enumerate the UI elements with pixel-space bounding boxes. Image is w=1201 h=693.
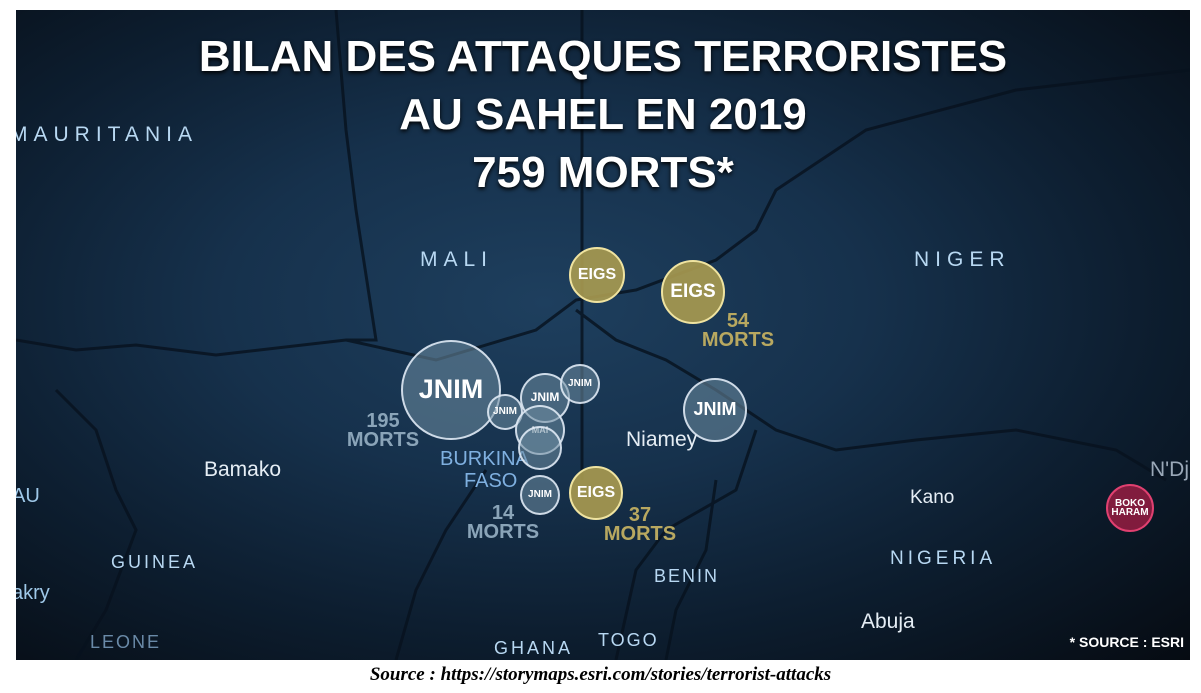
label-benin: BENIN	[654, 566, 720, 586]
bubble-boko: BOKO HARAM	[1106, 484, 1154, 532]
label-abuja: Abuja	[861, 610, 915, 633]
bubble-eigs: EIGS	[661, 260, 725, 324]
source-note: * SOURCE : ESRI	[1069, 634, 1184, 650]
country-borders	[16, 10, 1190, 660]
death-count: 37	[628, 504, 652, 526]
label-ndjamena-partial: N'Dj	[1150, 458, 1190, 481]
title-line-1: BILAN DES ATTAQUES TERRORISTES	[198, 32, 1008, 81]
label-mali: MALI	[420, 248, 494, 271]
label-faso: FASO	[464, 470, 518, 492]
label-conakry-partial: akry	[16, 582, 50, 604]
death-count: 54	[726, 310, 750, 332]
bubble-jnim: JNIM	[560, 364, 600, 404]
death-count-label: 54 MORTS	[688, 310, 788, 351]
label-guinea: GUINEA	[111, 552, 199, 572]
death-unit: MORTS	[603, 523, 677, 545]
death-count-label: 37 MORTS	[590, 504, 690, 545]
title-line-3: 759 MORTS*	[472, 148, 734, 197]
death-unit: MORTS	[466, 521, 540, 543]
bubble-eigs: EIGS	[569, 466, 623, 520]
label-ghana: GHANA	[494, 638, 574, 658]
label-niamey: Niamey	[626, 428, 698, 451]
sahel-map: BILAN DES ATTAQUES TERRORISTES AU SAHEL …	[16, 10, 1190, 660]
label-bamako: Bamako	[204, 458, 282, 481]
death-count: 195	[366, 410, 400, 432]
label-togo: TOGO	[598, 630, 659, 650]
death-count-label: 195 MORTS	[333, 410, 433, 451]
label-niger: NIGER	[914, 248, 1011, 271]
death-unit: MORTS	[701, 329, 775, 351]
bubble-jnim: JNIM	[401, 340, 501, 440]
bubble-eigs: EIGS	[569, 247, 625, 303]
bubble-jnim: JNIM	[683, 378, 747, 442]
death-unit: MORTS	[346, 429, 420, 451]
death-count-label: 14 MORTS	[453, 502, 553, 543]
death-count: 14	[491, 502, 515, 524]
bubble-jnim: JNIM	[520, 475, 560, 515]
bubble-jnim	[518, 426, 562, 470]
label-mauritania: MAURITANIA	[16, 123, 198, 146]
label-nigeria: NIGERIA	[890, 548, 997, 569]
caption-source: Source : https://storymaps.esri.com/stor…	[369, 664, 832, 685]
label-sierra-leone-partial: LEONE	[90, 632, 162, 652]
label-kano: Kano	[910, 487, 955, 508]
label-partial-au: AU	[16, 485, 40, 507]
label-burkina: BURKINA	[440, 448, 529, 470]
title-line-2: AU SAHEL EN 2019	[399, 90, 807, 139]
